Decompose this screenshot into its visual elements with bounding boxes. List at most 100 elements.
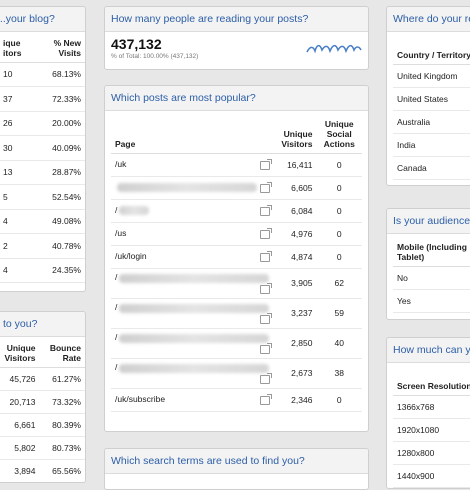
table-row: 4 24.35% (0, 258, 85, 283)
page-link[interactable]: /uk (115, 159, 127, 169)
page-link[interactable]: / (115, 205, 118, 215)
external-link-icon[interactable] (260, 228, 272, 239)
card-title: to you? (0, 312, 85, 337)
unique-visitors-value: 26 (0, 111, 37, 136)
col-header-resolution: Screen Resolution (393, 367, 470, 396)
country-name: Australia (393, 110, 470, 134)
table-row: 2 40.78% (0, 233, 85, 259)
page-cell (111, 176, 274, 200)
left-bottom-card: to you? Unique Visitors Bounce Rate 45,7… (0, 311, 86, 483)
readers-card: How many people are reading your posts? … (104, 6, 369, 70)
unique-visitors-value: 5 (0, 184, 37, 210)
redacted-page-path (119, 363, 270, 373)
table-row: 26 20.00% (0, 111, 85, 136)
social-actions-value: 0 (316, 199, 362, 223)
table-row: / 2,673 38 (111, 358, 362, 389)
social-actions-value: 40 (316, 328, 362, 359)
col-header-unique-visitors: ique itors (0, 32, 37, 63)
col-header-country: Country / Territory (393, 36, 470, 65)
unique-visitors-value: 13 (0, 160, 37, 185)
popular-posts-table: Page Unique Visitors Unique Social Actio… (111, 115, 362, 412)
card-title: ...your blog? (0, 7, 85, 32)
page-link[interactable]: /uk/login (115, 251, 147, 261)
external-link-icon[interactable] (260, 372, 272, 384)
page-link[interactable]: / (115, 272, 118, 283)
left-top-table: ique itors % New Visits 10 68.13% 37 72.33% 26… (0, 32, 85, 291)
social-actions-value: 0 (316, 245, 362, 269)
table-row: United States (393, 87, 470, 111)
card-title: Is your audience m (387, 209, 470, 234)
table-row: United Kingdom (393, 64, 470, 88)
external-link-icon[interactable] (260, 251, 272, 262)
card-title: How many people are reading your posts? (105, 7, 368, 32)
unique-visitors-value: 5,802 (0, 436, 40, 460)
total-readers: 437,132 (111, 36, 162, 52)
card-title: Which search terms are used to find you? (105, 449, 368, 474)
new-visits-value: 20.00% (36, 111, 85, 136)
unique-visitors-value: 30 (0, 135, 37, 161)
unique-visitors-value: 2 (0, 233, 37, 259)
table-row: 072.01% (0, 282, 85, 291)
page-link[interactable]: / (115, 332, 118, 343)
page-cell: / (111, 199, 274, 223)
unique-visitors-value: 10 (0, 62, 37, 87)
col-header-bounce-rate: Bounce Rate (39, 337, 85, 368)
external-link-icon[interactable] (260, 342, 272, 354)
unique-visitors-value: 3,894 (0, 459, 40, 482)
left-top-card: ...your blog? ique itors % New Visits 10 68… (0, 6, 86, 292)
page-link[interactable]: / (115, 362, 118, 373)
table-row: /uk/subscribe 2,346 0 (111, 388, 362, 412)
unique-visitors-value: 16,411 (274, 153, 317, 177)
table-row: Yes (393, 289, 470, 313)
countries-card: Where do your re Country / Territory Uni… (386, 6, 470, 186)
table-row: India (393, 133, 470, 157)
mobile-table: Mobile (Including Tablet) No Yes (393, 238, 470, 313)
new-visits-value: 40.78% (36, 233, 85, 259)
page-cell: /uk (111, 153, 274, 177)
social-actions-value: 0 (316, 222, 362, 246)
external-link-icon[interactable] (260, 394, 272, 405)
unique-visitors-value: 6,661 (0, 413, 40, 437)
social-actions-value: 62 (316, 268, 362, 299)
table-row: No (393, 266, 470, 290)
resolution-table: Screen Resolution 1366x768 1920x1080 1280x… (393, 367, 470, 488)
external-link-icon[interactable] (260, 159, 272, 170)
new-visits-value: 72.33% (36, 86, 85, 112)
page-cell: / (111, 298, 274, 329)
unique-visitors-value: 4,874 (274, 245, 317, 269)
bounce-rate-value: 65.56% (39, 459, 85, 482)
col-header-unique-visitors: Unique Visitors (274, 115, 317, 154)
page-cell: / (111, 328, 274, 359)
countries-table: Country / Territory United Kingdom United… (393, 36, 470, 180)
external-link-icon[interactable] (260, 182, 272, 193)
table-row: 5 52.54% (0, 184, 85, 210)
external-link-icon[interactable] (260, 205, 272, 216)
unique-visitors-value: 45,726 (0, 367, 40, 391)
unique-visitors-value: 0 (0, 282, 37, 291)
col-header-mobile: Mobile (Including Tablet) (393, 238, 470, 267)
unique-visitors-value: 3,905 (274, 268, 317, 299)
external-link-icon[interactable] (260, 282, 272, 294)
popular-posts-card: Which posts are most popular? Page Uniqu… (104, 85, 369, 432)
card-title: How much can you (387, 338, 470, 363)
page-cell: /us (111, 222, 274, 246)
page-cell: / (111, 268, 274, 299)
external-link-icon[interactable] (260, 312, 272, 324)
table-row: 3,894 65.56% (0, 459, 85, 482)
col-header-new-visits: % New Visits (36, 32, 85, 63)
unique-visitors-value: 20,713 (0, 390, 40, 414)
social-actions-value: 59 (316, 298, 362, 329)
table-row: 4 49.08% (0, 209, 85, 234)
unique-visitors-value: 3,237 (274, 298, 317, 329)
page-link[interactable]: /us (115, 228, 127, 238)
redacted-page-path (119, 206, 150, 216)
page-link[interactable]: /uk/subscribe (115, 394, 166, 404)
search-terms-card: Which search terms are used to find you? (104, 448, 369, 490)
page-link[interactable]: / (115, 302, 118, 313)
country-name: India (393, 133, 470, 157)
redacted-page-path (119, 273, 270, 283)
table-row: / 2,850 40 (111, 328, 362, 359)
table-row: 13 28.87% (0, 160, 85, 185)
new-visits-value: 52.54% (36, 184, 85, 210)
bounce-rate-value: 73.32% (39, 390, 85, 414)
